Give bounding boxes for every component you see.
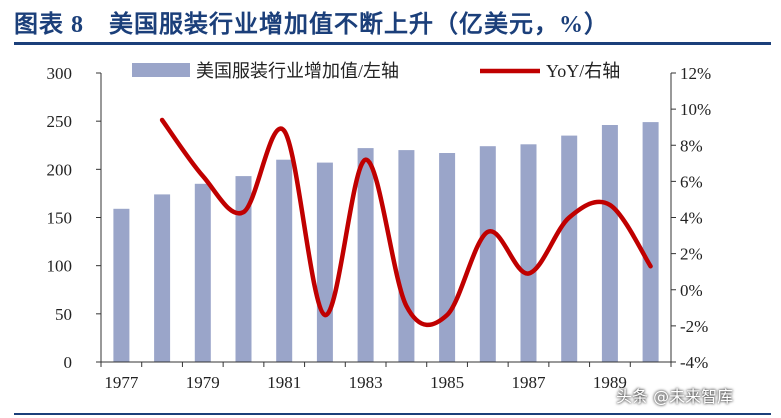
bar-1981: [276, 159, 293, 362]
legend-swatch-bar: [132, 63, 190, 77]
right-tick-label-10: 10%: [680, 100, 711, 119]
left-tick-label-300: 300: [47, 64, 73, 83]
bar-1982: [316, 162, 333, 362]
x-tick-label-1979: 1979: [186, 373, 220, 392]
legend-label-bar: 美国服装行业增加值/左轴: [196, 61, 399, 81]
bar-1980: [235, 176, 252, 362]
bar-1983: [357, 148, 374, 362]
right-tick-label--4: -4%: [680, 353, 708, 372]
bar-1989: [601, 125, 618, 362]
watermark: 头条 @未来智库: [616, 387, 734, 406]
x-tick-label-1983: 1983: [349, 373, 383, 392]
right-tick-label-6: 6%: [680, 172, 703, 191]
x-tick-label-1987: 1987: [512, 373, 547, 392]
x-tick-label-1977: 1977: [104, 373, 139, 392]
chart-title: 图表 8 美国服装行业增加值不断上升（亿美元，%）: [14, 12, 609, 38]
bar-1978: [154, 194, 171, 362]
x-tick-label-1985: 1985: [430, 373, 464, 392]
bottom-rule: [14, 413, 771, 415]
left-tick-label-50: 50: [55, 305, 72, 324]
bar-1986: [479, 146, 496, 362]
right-tick-label-4: 4%: [680, 209, 703, 228]
title-rule: [14, 42, 771, 45]
left-tick-label-0: 0: [64, 353, 73, 372]
left-tick-label-100: 100: [47, 257, 73, 276]
x-tick-label-1989: 1989: [593, 373, 627, 392]
bar-1977: [113, 208, 130, 362]
right-tick-label-0: 0%: [680, 281, 703, 300]
bar-1990: [642, 122, 659, 362]
right-tick-label--2: -2%: [680, 317, 708, 336]
left-tick-label-250: 250: [47, 112, 73, 131]
bar-1979: [194, 183, 211, 362]
yoy-line: [159, 117, 653, 328]
bar-1987: [520, 144, 537, 362]
bar-1985: [439, 153, 456, 362]
left-tick-label-150: 150: [47, 209, 73, 228]
left-tick-label-200: 200: [47, 160, 73, 179]
x-tick-label-1981: 1981: [267, 373, 301, 392]
bar-1988: [561, 135, 578, 362]
right-tick-label-2: 2%: [680, 245, 703, 264]
legend: 美国服装行业增加值/左轴 YoY/右轴: [132, 61, 620, 81]
legend-label-line: YoY/右轴: [546, 61, 620, 81]
right-tick-label-8: 8%: [680, 136, 703, 155]
right-tick-label-12: 12%: [680, 64, 711, 83]
bar-1984: [398, 150, 415, 362]
